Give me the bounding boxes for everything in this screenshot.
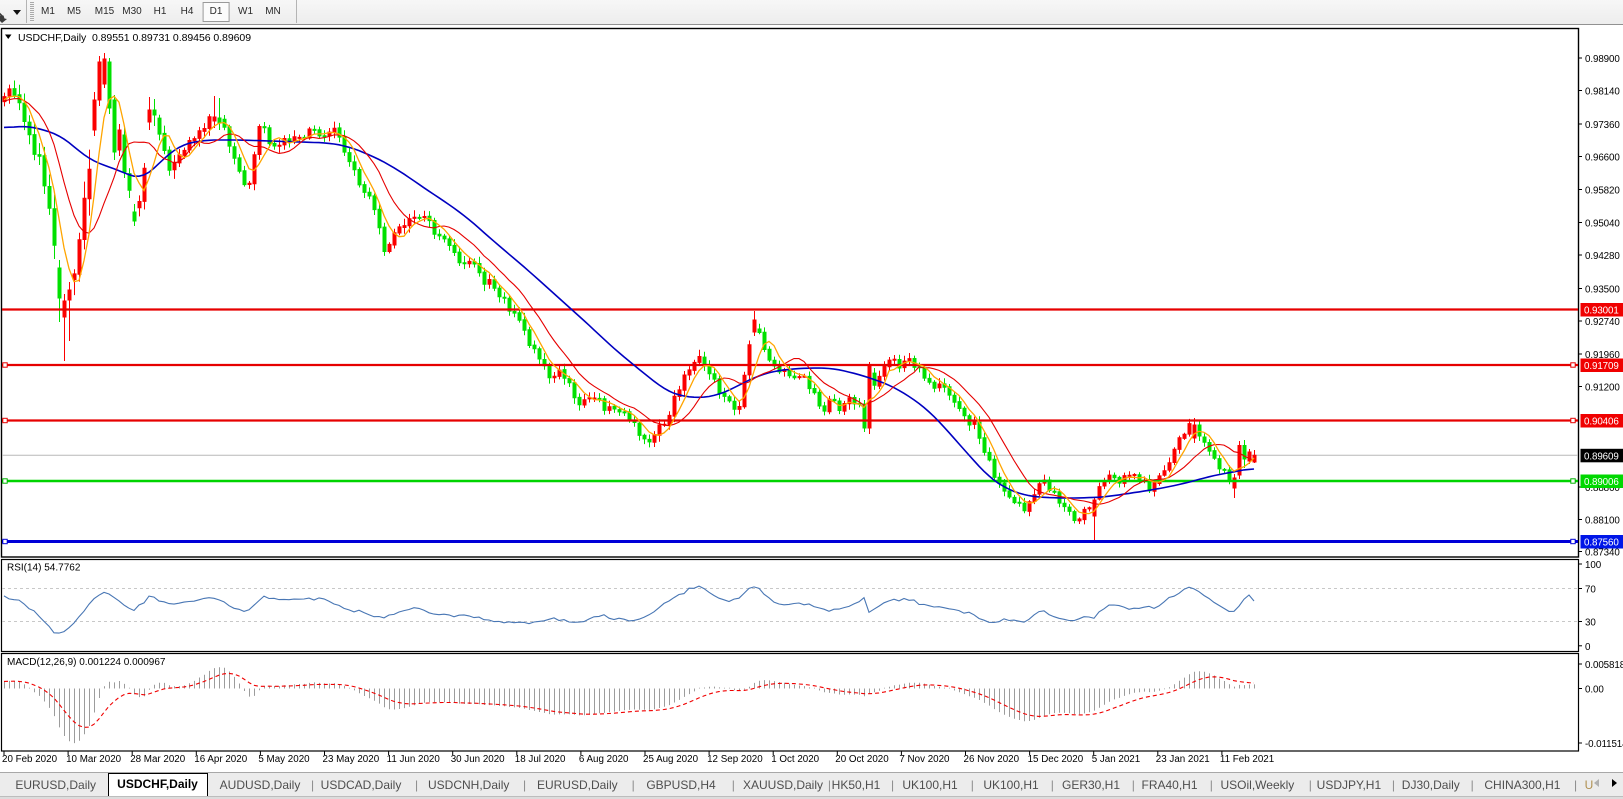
svg-text:0.89006: 0.89006 [1584,477,1619,488]
svg-text:23 May 2020: 23 May 2020 [323,754,380,765]
svg-text:0.91709: 0.91709 [1584,361,1619,372]
svg-text:18 Jul 2020: 18 Jul 2020 [515,754,566,765]
svg-text:25 Aug 2020: 25 Aug 2020 [643,754,699,765]
svg-text:0.95820: 0.95820 [1585,186,1620,197]
svg-text:12 Sep 2020: 12 Sep 2020 [707,754,763,765]
svg-text:0.88860: 0.88860 [1585,483,1620,494]
svg-text:100: 100 [1585,560,1602,571]
svg-text:7 Nov 2020: 7 Nov 2020 [899,754,950,765]
svg-text:-0.011514: -0.011514 [1585,739,1623,750]
svg-text:30 Jun 2020: 30 Jun 2020 [451,754,505,765]
svg-text:20 Oct 2020: 20 Oct 2020 [835,754,889,765]
svg-text:0.92740: 0.92740 [1585,317,1620,328]
svg-text:0.87560: 0.87560 [1584,538,1619,549]
svg-text:0: 0 [1585,642,1591,653]
svg-text:1 Oct 2020: 1 Oct 2020 [771,754,819,765]
svg-text:0.91200: 0.91200 [1585,383,1620,394]
svg-text:0.98140: 0.98140 [1585,87,1620,98]
svg-text:RSI(14) 54.7762: RSI(14) 54.7762 [7,563,81,574]
svg-text:26 Nov 2020: 26 Nov 2020 [964,754,1020,765]
svg-text:30: 30 [1585,618,1596,629]
svg-text:5 May 2020: 5 May 2020 [258,754,310,765]
svg-text:5 Jan 2021: 5 Jan 2021 [1092,754,1140,765]
svg-text:15 Dec 2020: 15 Dec 2020 [1028,754,1084,765]
svg-text:0.96600: 0.96600 [1585,153,1620,164]
svg-text:0.94280: 0.94280 [1585,251,1620,262]
svg-text:0.93500: 0.93500 [1585,285,1620,296]
svg-text:28 Mar 2020: 28 Mar 2020 [130,754,186,765]
svg-text:23 Jan 2021: 23 Jan 2021 [1156,754,1210,765]
svg-text:0.005818: 0.005818 [1585,660,1623,671]
svg-text:0.89609: 0.89609 [1584,451,1619,462]
svg-text:0.91960: 0.91960 [1585,350,1620,361]
svg-text:0.95040: 0.95040 [1585,219,1620,230]
svg-text:11 Jun 2020: 11 Jun 2020 [387,754,441,765]
svg-text:0.93001: 0.93001 [1584,306,1619,317]
svg-text:6 Aug 2020: 6 Aug 2020 [579,754,629,765]
svg-text:0.00: 0.00 [1585,685,1604,696]
svg-text:0.98900: 0.98900 [1585,54,1620,65]
svg-text:11 Feb 2021: 11 Feb 2021 [1220,754,1274,765]
svg-text:0.87340: 0.87340 [1585,548,1620,559]
svg-text:20 Feb 2020: 20 Feb 2020 [2,754,58,765]
svg-text:MACD(12,26,9) 0.001224 0.00096: MACD(12,26,9) 0.001224 0.000967 [7,657,166,668]
svg-text:0.90406: 0.90406 [1584,417,1619,428]
svg-text:10 Mar 2020: 10 Mar 2020 [66,754,122,765]
svg-text:0.97360: 0.97360 [1585,120,1620,131]
svg-text:0.88100: 0.88100 [1585,516,1620,527]
svg-text:USDCHF,Daily 0.89551 0.89731: USDCHF,Daily 0.89551 0.89731 0.89456 0.8… [18,32,251,44]
svg-text:70: 70 [1585,585,1596,596]
svg-text:16 Apr 2020: 16 Apr 2020 [194,754,247,765]
